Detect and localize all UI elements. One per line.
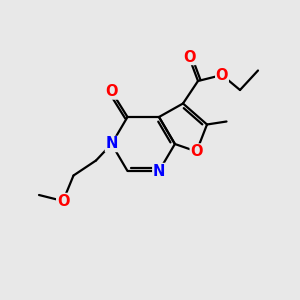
- Text: O: O: [183, 50, 195, 64]
- Text: O: O: [105, 84, 118, 99]
- Text: O: O: [57, 194, 69, 208]
- Text: N: N: [105, 136, 118, 152]
- Text: O: O: [190, 144, 203, 159]
- Text: O: O: [216, 68, 228, 82]
- Text: N: N: [153, 164, 165, 178]
